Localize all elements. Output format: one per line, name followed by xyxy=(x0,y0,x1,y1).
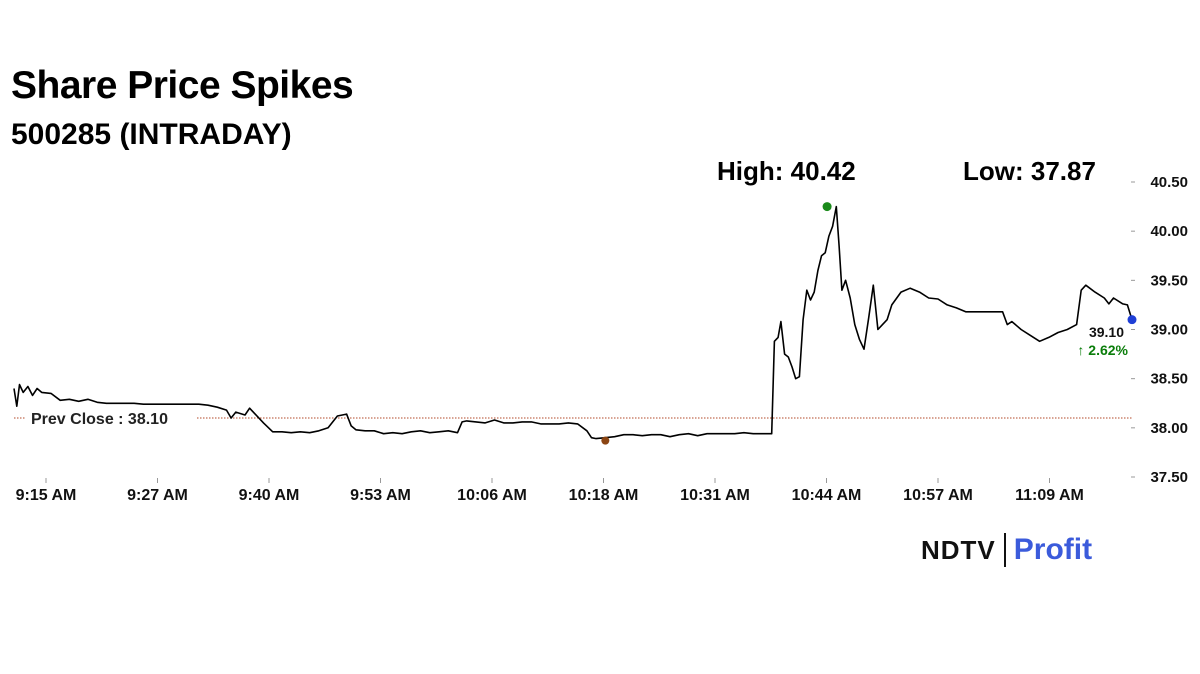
x-tick-label: 10:18 AM xyxy=(569,487,639,504)
x-tick-label: 9:40 AM xyxy=(239,487,300,504)
y-tick-label: 37.50 xyxy=(1150,469,1188,486)
change-label: ↑ 2.62% xyxy=(1077,342,1128,358)
prev-close-label-bg xyxy=(26,407,196,429)
markers: 39.10 ↑ 2.62% xyxy=(601,202,1137,445)
high-point-marker xyxy=(822,202,832,212)
price-line xyxy=(13,205,1133,440)
y-tick-label: 38.50 xyxy=(1150,371,1188,388)
x-tick-label: 10:57 AM xyxy=(903,487,973,504)
x-tick-label: 10:44 AM xyxy=(792,487,862,504)
x-tick-label: 10:06 AM xyxy=(457,487,527,504)
logo-profit-text: Profit xyxy=(1013,533,1093,566)
x-axis-ticks: 9:15 AM 9:27 AM 9:40 AM 9:53 AM 10:06 AM 10:1… xyxy=(16,478,1084,504)
y-tick-label: 39.00 xyxy=(1150,322,1188,339)
x-tick-label: 9:15 AM xyxy=(16,487,77,504)
y-tick-label: 38.00 xyxy=(1150,420,1188,437)
low-point-marker xyxy=(601,436,610,445)
prev-close-group: Prev Close : 38.10 xyxy=(14,407,1132,429)
chart-title: Share Price Spikes xyxy=(11,64,354,107)
y-tick-label: 40.00 xyxy=(1150,223,1188,240)
prev-close-label: Prev Close : 38.10 xyxy=(31,411,168,428)
y-tick-label: 39.50 xyxy=(1150,272,1188,289)
logo-ndtv-text: NDTV xyxy=(921,534,996,565)
last-price-label: 39.10 xyxy=(1089,324,1124,340)
logo-divider xyxy=(1003,533,1006,567)
y-axis-ticks: 40.50 40.00 39.50 39.00 38.50 38.00 37.50 xyxy=(1131,174,1188,486)
x-tick-label: 10:31 AM xyxy=(680,487,750,504)
high-label: High: 40.42 xyxy=(717,156,856,186)
chart-subtitle: 500285 (INTRADAY) xyxy=(11,118,292,151)
ndtv-profit-logo: NDTV Profit xyxy=(921,533,1092,567)
series-group xyxy=(13,205,1133,440)
low-label: Low: 37.87 xyxy=(963,156,1096,186)
x-tick-label: 11:09 AM xyxy=(1015,487,1084,504)
last-point-marker xyxy=(1127,315,1137,325)
x-tick-label: 9:53 AM xyxy=(350,487,411,504)
x-tick-label: 9:27 AM xyxy=(127,487,188,504)
y-tick-label: 40.50 xyxy=(1150,174,1188,191)
